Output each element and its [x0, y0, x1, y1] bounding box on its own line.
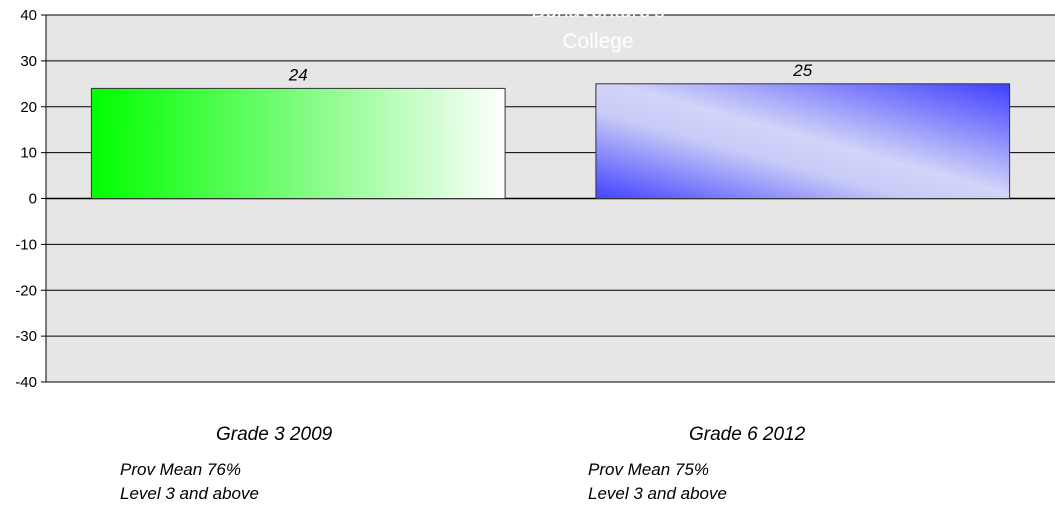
y-tick-label: 0 [29, 191, 37, 208]
y-axis: 40 30 20 10 0 -10 -20 -30 -40 [15, 7, 47, 391]
category-label: Grade 3 2009 [216, 424, 333, 445]
data-label: 24 [288, 65, 308, 84]
y-tick-label: 20 [20, 99, 37, 116]
category-label: Grade 6 2012 [689, 424, 806, 445]
note-line: Level 3 and above [588, 484, 727, 503]
y-tick-label: 10 [20, 145, 37, 162]
chart-title-line-2: College [562, 30, 633, 53]
y-tick-label: 30 [20, 53, 37, 70]
category-note: Prov Mean 76% Level 3 and above [120, 458, 259, 506]
category-note: Prov Mean 75% Level 3 and above [588, 458, 727, 506]
bars: 24 25 [90, 61, 1011, 199]
note-line: Level 3 and above [120, 484, 259, 503]
y-tick-label: 40 [20, 7, 37, 24]
data-label: 25 [792, 61, 812, 80]
y-tick-label: -30 [15, 328, 37, 345]
y-tick-label: -10 [15, 236, 37, 253]
y-tick-label: -40 [15, 374, 37, 391]
bar [90, 87, 506, 199]
y-tick-label: -20 [15, 282, 37, 299]
note-line: Prov Mean 76% [120, 460, 241, 479]
chart-title-line-1: Bonaventure's [531, 0, 665, 22]
bar [595, 83, 1011, 199]
note-line: Prov Mean 75% [588, 460, 709, 479]
